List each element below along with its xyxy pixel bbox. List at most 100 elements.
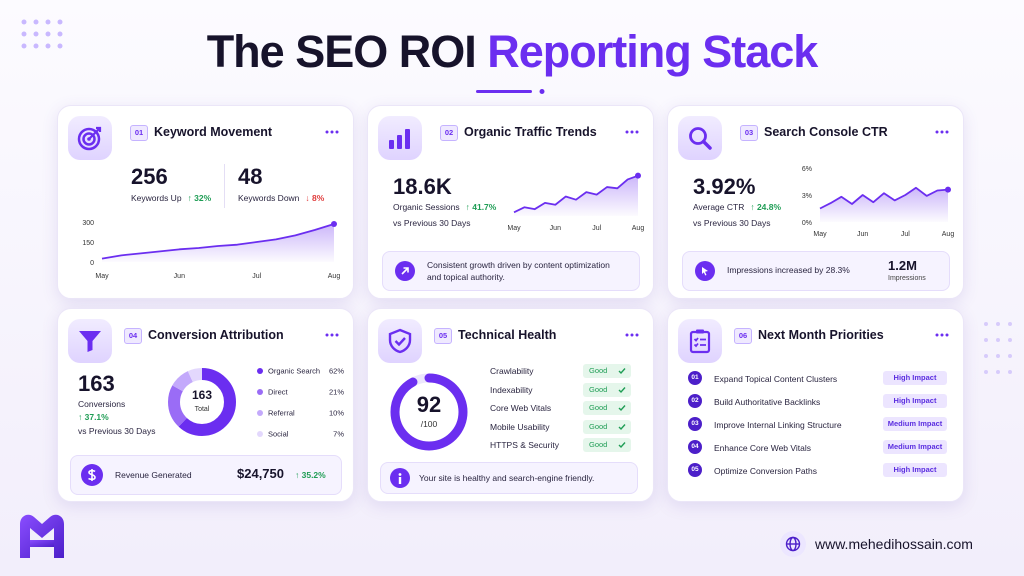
donut-center-value: 163 (192, 388, 212, 402)
revenue-icon (81, 464, 103, 486)
decoration (389, 140, 394, 149)
decoration (21, 31, 27, 37)
more-menu[interactable] (935, 333, 949, 337)
more-menu[interactable] (325, 130, 339, 134)
decoration (935, 130, 939, 134)
note-box: Impressions increased by 28.3% 1.2M Impr… (682, 251, 950, 291)
decoration (33, 19, 39, 25)
x-tick-label: Jun (857, 231, 868, 238)
decoration (702, 267, 708, 276)
decoration (984, 354, 988, 358)
metric-change: ↑ 37.1% (78, 412, 109, 422)
decoration (30, 540, 54, 547)
impact-badge: High Impact (883, 394, 947, 408)
area (514, 175, 638, 216)
decoration (330, 333, 334, 337)
decoration (630, 130, 634, 134)
icon (68, 319, 112, 363)
brand-logo (20, 514, 64, 558)
decoration (625, 333, 639, 337)
decoration: ↑ 35.2% (289, 470, 326, 480)
decoration (405, 129, 410, 149)
revenue-value: $24,750 (237, 466, 284, 481)
note-text: Impressions increased by 28.3% (727, 265, 850, 275)
more-menu[interactable] (625, 333, 639, 337)
impact-badge: Medium Impact (883, 440, 947, 454)
decoration (945, 333, 949, 337)
card-title: Organic Traffic Trends (464, 125, 597, 139)
decoration (330, 130, 334, 134)
note-icon (395, 261, 415, 281)
decoration: ↑ 37.1% (72, 412, 109, 422)
decor-dots (21, 19, 63, 49)
more-menu[interactable] (325, 333, 339, 337)
decoration (702, 267, 708, 276)
check-mark (618, 386, 626, 393)
decoration (984, 322, 1012, 374)
check-status: Good (583, 382, 631, 397)
decoration (625, 130, 639, 134)
check-status: Good (583, 364, 631, 378)
legend-label: Referral (268, 409, 295, 418)
legend-swatch (257, 389, 263, 395)
card-keyword-movement: 01 Keyword Movement 256 Keywords Up ↑ 32%… (57, 105, 354, 299)
item-text: Improve Internal Linking Structure (714, 420, 842, 430)
note-text: Consistent growth driven by content opti… (427, 260, 610, 282)
end-point (331, 221, 337, 227)
y-tick-label: 0% (802, 220, 812, 227)
decoration (33, 31, 39, 37)
card-next-month-priorities: 06 Next Month Priorities 01 Expand Topica… (667, 308, 964, 502)
decoration (33, 43, 39, 49)
metric: 3.92% (693, 174, 756, 199)
note-text: Your site is healthy and search-engine f… (419, 473, 595, 483)
check-status: Good (583, 419, 631, 434)
item-number: 05 (688, 463, 702, 477)
item-number: 04 (688, 440, 702, 454)
more-menu[interactable] (625, 130, 639, 134)
decoration (394, 337, 406, 347)
icon (378, 319, 422, 363)
decoration (388, 328, 412, 354)
decoration (398, 476, 402, 484)
title-accent: Reporting Stack (487, 26, 818, 77)
decoration (57, 31, 63, 37)
x-tick-label: May (813, 231, 827, 238)
revenue-change: ↑ 35.2% (295, 470, 326, 480)
area (820, 187, 948, 222)
decoration (476, 90, 532, 93)
check-name: Indexability (490, 384, 533, 395)
card-number: 02 (440, 125, 458, 141)
decoration (625, 333, 629, 337)
check-name: Crawlability (490, 366, 534, 376)
title-main: The SEO ROI (206, 26, 477, 77)
donut-segment (168, 368, 236, 436)
decoration (335, 130, 339, 134)
decoration (57, 19, 63, 25)
check-icon (618, 386, 626, 393)
impact-badge: Medium Impact (883, 417, 947, 431)
area (102, 224, 334, 262)
check-name: HTTPS & Security (490, 440, 559, 450)
metric-label: Conversions (78, 399, 126, 409)
item-text: Enhance Core Web Vitals (714, 443, 812, 453)
gauge-scale: /100 (421, 419, 438, 429)
icon (68, 116, 112, 160)
comparison: vs Previous 30 Days (693, 218, 771, 228)
stat-label: Keywords Down (238, 193, 300, 203)
x-tick-label: Jun (550, 225, 561, 232)
decoration (325, 333, 339, 337)
revenue-box: Revenue Generated $24,750 ↑ 35.2% (70, 455, 342, 495)
decoration (1008, 354, 1012, 358)
card-number: 01 (130, 125, 148, 141)
decoration (389, 129, 410, 149)
decoration (21, 19, 63, 49)
item-number: 02 (688, 394, 702, 408)
donut-center-label: Total (195, 406, 210, 413)
more-menu[interactable] (935, 130, 949, 134)
website[interactable]: www.mehedihossain.com (815, 536, 973, 552)
decoration (701, 139, 712, 150)
x-tick-label: Jul (901, 231, 910, 238)
decoration (79, 331, 101, 352)
stat-line: Keywords Up ↑ 32% (131, 193, 211, 203)
